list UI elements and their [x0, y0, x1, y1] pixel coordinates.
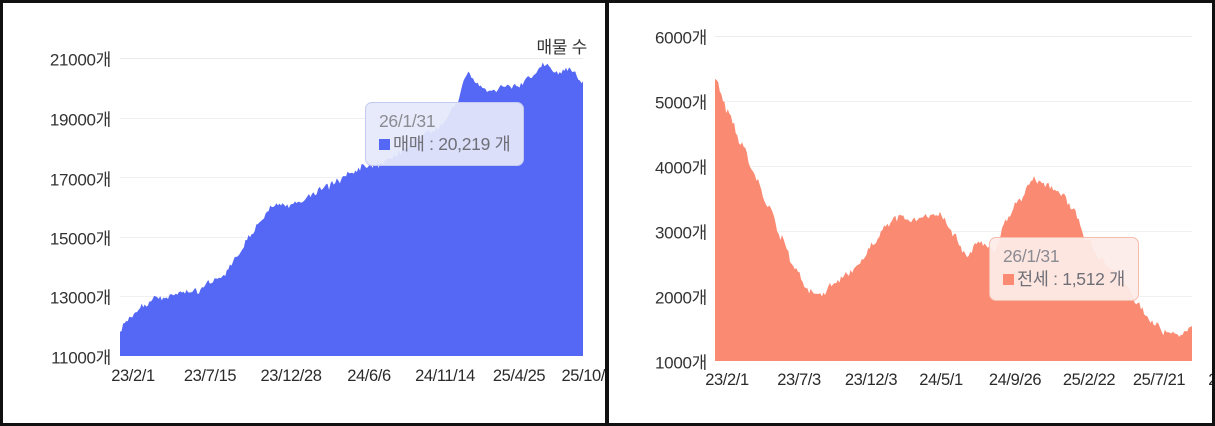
- tooltip-sale: 26/1/31 매매 : 20,219 개: [365, 102, 525, 166]
- gridline: [715, 166, 1192, 167]
- area-series-jeonse: [715, 79, 1192, 361]
- y-tick-label: 2000개: [655, 288, 707, 308]
- series-swatch-icon: [379, 139, 390, 151]
- tooltip-value-text: 매매 : 20,219 개: [393, 134, 511, 155]
- x-tick-label: 23/2/1: [111, 367, 155, 385]
- tooltip-value-text: 전세 : 1,512 개: [1017, 269, 1125, 290]
- series-swatch-icon: [1003, 274, 1014, 286]
- y-tick-label: 3000개: [655, 223, 707, 243]
- tooltip-value-row: 전세 : 1,512 개: [1003, 268, 1125, 290]
- x-tick-label: 24/6/6: [347, 367, 391, 385]
- gridline: [120, 58, 583, 59]
- y-tick-label: 1000개: [655, 353, 707, 373]
- y-tick-label: 11000개: [51, 348, 111, 368]
- area-chart-jeonse: 6000개 5000개 4000개 3000개 2000개 1000개 매물 수…: [609, 3, 1212, 423]
- x-tick-label: 23/2/1: [705, 371, 749, 389]
- y-axis-jeonse: 6000개 5000개 4000개 3000개 2000개 1000개: [609, 3, 707, 423]
- chart-panel-jeonse: 6000개 5000개 4000개 3000개 2000개 1000개 매물 수…: [607, 0, 1215, 426]
- gridline: [715, 101, 1192, 102]
- y-axis-sale: 21000개 19000개 17000개 15000개 13000개 11000…: [3, 3, 111, 423]
- gridline: [715, 231, 1192, 232]
- x-axis-jeonse: 23/2/1 23/7/3 23/12/3 24/5/1 24/9/26 25/…: [705, 371, 1212, 401]
- tooltip-date: 26/1/31: [1003, 246, 1060, 266]
- x-tick-label: 24/5/1: [919, 371, 963, 389]
- tooltip-date: 26/1/31: [379, 111, 436, 131]
- x-tick-label: 25/4/25: [492, 367, 546, 385]
- y-tick-label: 21000개: [49, 50, 111, 70]
- gridline: [120, 117, 583, 119]
- tooltip-value-row: 매매 : 20,219 개: [379, 133, 511, 155]
- chart-panel-sale: 21000개 19000개 17000개 15000개 13000개 11000…: [0, 0, 607, 426]
- y-tick-label: 17000개: [49, 170, 111, 190]
- gridline: [715, 36, 1192, 37]
- x-tick-label: 25/2/22: [1062, 371, 1116, 389]
- x-tick-label: 23/7/15: [183, 367, 237, 385]
- plot-area-jeonse: [715, 36, 1192, 361]
- x-tick-label: 23/12/3: [844, 371, 898, 389]
- tooltip-jeonse: 26/1/31 전세 : 1,512 개: [989, 237, 1139, 301]
- x-axis-sale: 23/2/1 23/7/15 23/12/28 24/6/6 24/11/14 …: [111, 367, 605, 397]
- x-tick-label: 25/10/17: [561, 367, 605, 385]
- x-tick-label: 23/12/28: [260, 367, 322, 385]
- x-tick-label: 25/7/21: [1132, 371, 1186, 389]
- y-tick-label: 5000개: [655, 93, 707, 113]
- y-tick-label: 15000개: [49, 229, 111, 249]
- x-tick-label: 23/7/3: [777, 371, 821, 389]
- x-tick-label: 24/11/14: [415, 367, 475, 385]
- x-tick-label: 26/1/6: [1208, 371, 1212, 390]
- x-tick-label: 24/9/26: [988, 371, 1042, 389]
- y-tick-label: 6000개: [655, 28, 707, 48]
- y-tick-label: 13000개: [49, 288, 111, 308]
- area-chart-sale: 21000개 19000개 17000개 15000개 13000개 11000…: [3, 3, 605, 423]
- y-tick-label: 19000개: [49, 110, 111, 130]
- series-label-sale: 매물 수: [536, 38, 588, 57]
- y-tick-label: 4000개: [655, 158, 707, 178]
